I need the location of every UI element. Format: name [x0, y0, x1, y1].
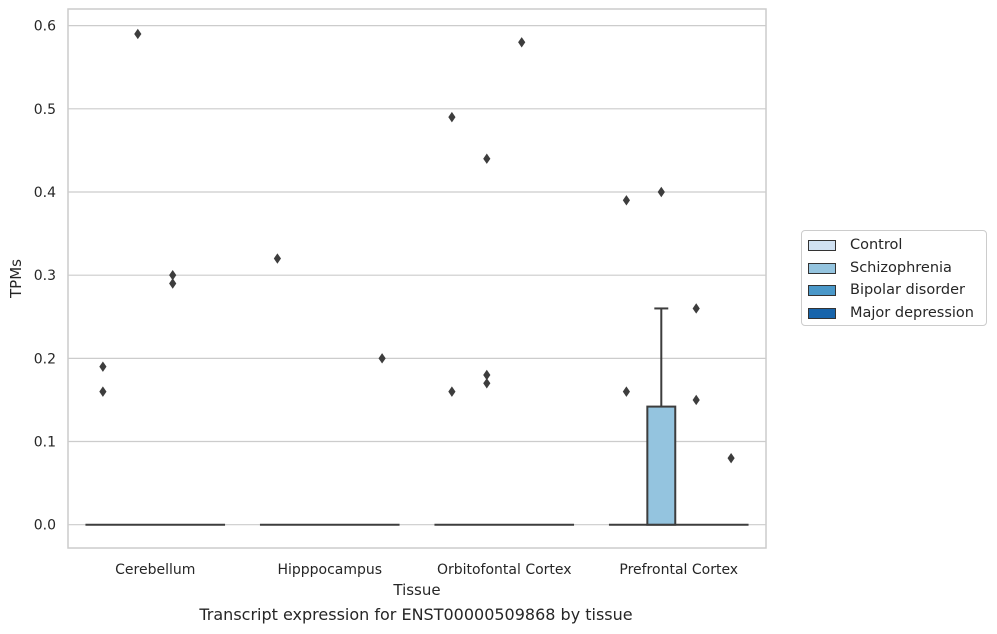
legend-label-schizophrenia: Schizophrenia — [850, 260, 952, 276]
outlier-point — [483, 153, 491, 164]
outlier-point — [727, 452, 735, 464]
boxes — [646, 307, 677, 526]
legend-item-control: Control — [808, 236, 902, 254]
x-tick-label-cerebellum: Cerebellum — [115, 562, 195, 578]
legend-swatch-major-depression — [808, 307, 836, 319]
y-tick-label: 0.1 — [34, 435, 56, 451]
outlier-point — [169, 269, 177, 281]
x-axis-label: Tissue — [392, 581, 440, 599]
legend-item-major-depression: Major depression — [808, 304, 974, 322]
outlier-point — [169, 278, 177, 289]
outlier-point — [483, 369, 491, 381]
y-axis-ticks: 0.0 0.1 0.2 0.3 0.4 0.5 0.6 — [34, 19, 56, 534]
y-tick-label: 0.5 — [34, 102, 56, 118]
outlier-point — [448, 111, 456, 123]
chart-caption: Transcript expression for ENST0000050986… — [199, 605, 633, 624]
legend-swatch-control — [808, 239, 836, 251]
legend-swatch-schizophrenia — [808, 262, 836, 274]
y-tick-label: 0.6 — [34, 19, 56, 35]
outlier-points — [99, 28, 735, 464]
box-body — [646, 405, 677, 526]
x-tick-label-prefrontal-cortex: Prefrontal Cortex — [619, 562, 738, 578]
legend-label-major-depression: Major depression — [850, 305, 974, 321]
outlier-point — [273, 253, 281, 264]
outlier-point — [99, 386, 107, 397]
outlier-point — [692, 303, 700, 314]
x-axis-ticks: Cerebellum Hipppocampus Orbitofontal Corte… — [115, 562, 738, 578]
y-tick-label: 0.4 — [34, 185, 56, 201]
outlier-point — [448, 386, 456, 397]
legend-label-control: Control — [850, 237, 903, 253]
legend: Control Schizophrenia Bipolar disorder M… — [801, 230, 987, 326]
outlier-point — [483, 378, 491, 389]
outlier-point — [99, 361, 107, 372]
plot-frame — [67, 8, 767, 549]
y-tick-label: 0.2 — [34, 351, 56, 367]
x-tick-label-hipppocampus: Hipppocampus — [277, 562, 382, 578]
outlier-point — [378, 353, 386, 364]
outlier-point — [657, 186, 665, 198]
y-tick-label: 0.0 — [34, 518, 56, 534]
y-tick-label: 0.3 — [34, 268, 56, 284]
legend-label-bipolar: Bipolar disorder — [850, 282, 965, 298]
outlier-point — [692, 394, 700, 406]
outlier-point — [622, 195, 630, 206]
legend-swatch-bipolar — [808, 284, 836, 296]
outlier-point — [134, 28, 142, 40]
outlier-point — [518, 37, 526, 48]
x-tick-label-orbitofontal-cortex: Orbitofontal Cortex — [437, 562, 572, 578]
legend-item-schizophrenia: Schizophrenia — [808, 259, 952, 277]
y-axis-label: TPMs — [7, 259, 25, 299]
legend-item-bipolar: Bipolar disorder — [808, 281, 965, 299]
box-prefrontal-cortex-schizophrenia — [646, 307, 677, 526]
outlier-point — [622, 386, 630, 397]
